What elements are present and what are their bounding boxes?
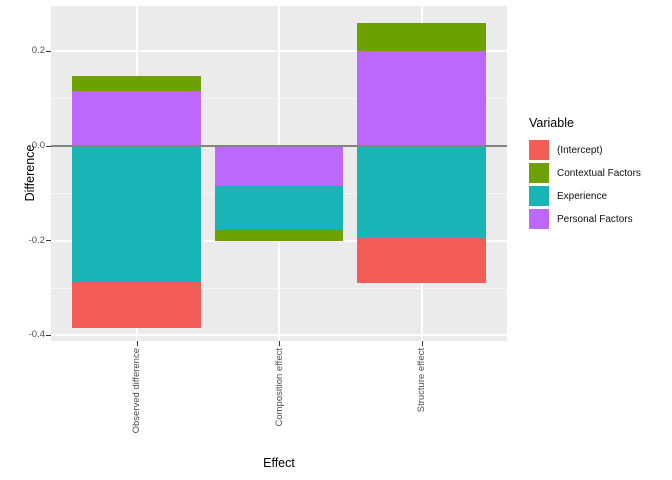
legend-key-swatch: [529, 163, 549, 183]
legend-item: Personal Factors: [529, 209, 641, 229]
zero-line: [51, 145, 507, 148]
x-tick-label: Observed difference: [131, 348, 142, 434]
legend-item: (Intercept): [529, 140, 641, 160]
x-tick-label: Composition effect: [273, 348, 285, 427]
legend-key-swatch: [529, 140, 549, 160]
x-tick-label: Structure effect: [416, 348, 427, 413]
legend-item-label: Personal Factors: [557, 213, 633, 225]
y-tick-mark: [46, 50, 51, 52]
legend: Variable (Intercept) Contextual Factors Ex…: [529, 116, 641, 229]
x-axis-title: Effect: [263, 456, 295, 470]
bar-segment: [72, 90, 201, 147]
bar-segment: [357, 146, 486, 238]
y-tick-label: 0.0: [31, 140, 45, 152]
legend-items: (Intercept) Contextual Factors Experience P…: [529, 140, 641, 229]
legend-key-swatch: [529, 186, 549, 206]
y-tick-mark: [46, 145, 51, 147]
bar-segment: [214, 185, 344, 231]
bar-segment: [214, 230, 344, 242]
x-tick-mark: [136, 341, 138, 346]
legend-item-label: Experience: [557, 190, 608, 202]
y-tick-label: -0.4: [28, 329, 45, 341]
y-tick-label: -0.2: [28, 234, 45, 246]
legend-title: Variable: [529, 116, 574, 130]
y-tick-mark: [46, 240, 51, 242]
legend-key-swatch: [529, 209, 549, 229]
bar-segment: [72, 282, 201, 328]
plot-panel: [51, 6, 507, 341]
bar-segment: [72, 75, 201, 91]
legend-item: Contextual Factors: [529, 163, 641, 183]
legend-item-label: Contextual Factors: [557, 167, 641, 179]
legend-item-label: (Intercept): [557, 144, 603, 156]
y-axis-title: Difference: [23, 144, 37, 202]
bar-segment: [357, 237, 486, 284]
legend-item: Experience: [529, 186, 641, 206]
x-tick-mark: [279, 341, 280, 346]
bar-segment: [357, 50, 486, 147]
y-tick-label: 0.2: [31, 45, 45, 57]
x-tick-mark: [421, 341, 423, 346]
bar-segment: [214, 146, 344, 186]
bar-segment: [357, 23, 486, 51]
y-tick-mark: [46, 334, 51, 336]
bar-segment: [72, 146, 201, 283]
